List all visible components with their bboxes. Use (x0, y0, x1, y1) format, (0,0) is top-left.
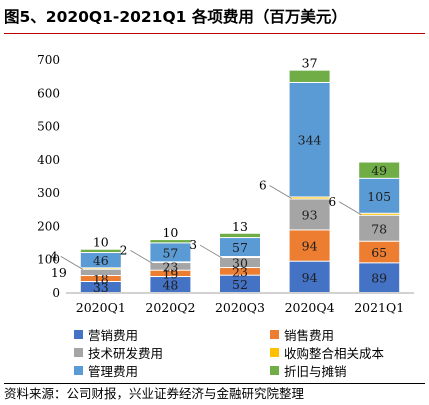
data-label: 6 (259, 178, 267, 192)
legend-label: 技术研发费用 (88, 345, 164, 361)
legend-item: 管理费用 (74, 360, 138, 380)
y-tick-label: 700 (37, 53, 60, 67)
data-label: 2 (120, 243, 128, 257)
data-label: 23 (162, 259, 178, 274)
legend-item: 技术研发费用 (74, 342, 163, 362)
data-label: 23 (232, 264, 248, 279)
legend-label: 折旧与摊销 (284, 363, 347, 379)
legend-swatch (270, 347, 279, 357)
data-label: 94 (302, 239, 318, 254)
data-label-leader (199, 244, 223, 259)
bar-segment (359, 178, 400, 213)
bar-segment (220, 233, 260, 238)
data-label: 49 (371, 163, 387, 178)
data-label: 19 (51, 265, 67, 280)
bar-segment (150, 263, 191, 270)
bar-segment (80, 249, 121, 253)
data-label: 4 (50, 249, 58, 263)
legend-swatch (74, 365, 83, 375)
data-label: 13 (232, 219, 248, 234)
data-label: 10 (93, 235, 109, 250)
data-label: 46 (93, 253, 109, 268)
legend-label: 营销费用 (88, 327, 139, 343)
bar-segment (359, 162, 400, 178)
data-label: 52 (232, 277, 248, 292)
y-tick-label: 0 (52, 286, 60, 300)
bar-segment (359, 215, 400, 241)
data-label: 89 (371, 271, 387, 286)
legend-swatch (270, 365, 279, 375)
data-label: 18 (93, 272, 109, 287)
bar-segment (150, 270, 191, 277)
legend-swatch (270, 329, 279, 339)
bar-segment (150, 277, 191, 292)
bar-segment (289, 70, 330, 82)
bar-segment (289, 230, 330, 261)
y-tick-label: 200 (37, 219, 60, 233)
bar-segment (220, 275, 260, 292)
data-label-leader (130, 250, 153, 264)
data-label: 78 (371, 221, 387, 236)
legend-swatch (74, 329, 83, 339)
data-label: 57 (232, 240, 248, 255)
y-tick-label: 300 (37, 186, 60, 200)
data-label-leader (338, 201, 362, 216)
bar-segment (80, 276, 121, 282)
legend-item: 收购整合相关成本 (270, 342, 384, 362)
bar-segment (220, 258, 260, 268)
x-tick-label: 2020Q2 (145, 300, 195, 315)
legend-label: 管理费用 (88, 363, 139, 379)
data-label: 6 (329, 195, 337, 209)
source-note: 资料来源：公司财报，兴业证券经济与金融研究院整理 (4, 383, 425, 404)
legend-item: 折旧与摊销 (270, 360, 347, 380)
legend-label: 销售费用 (284, 327, 335, 343)
legend-item: 营销费用 (74, 324, 138, 344)
data-label: 65 (371, 245, 387, 260)
bar-segment (359, 263, 400, 292)
bar-segment (289, 199, 330, 230)
x-tick-label: 2021Q1 (354, 300, 404, 315)
y-tick-label: 100 (37, 253, 60, 267)
bar-segment (220, 268, 260, 275)
bar-segment (80, 269, 121, 276)
y-tick-label: 400 (37, 153, 60, 167)
bar-segment (289, 261, 330, 292)
data-label: 57 (162, 245, 178, 260)
data-label: 3 (189, 238, 197, 252)
x-tick-label: 2020Q3 (215, 300, 265, 315)
bar-segment (80, 282, 121, 292)
data-label: 30 (232, 256, 248, 271)
title-divider (4, 33, 425, 34)
figure-title: 图5、2020Q1-2021Q1 各项费用（百万美元） (4, 8, 347, 26)
legend-label: 收购整合相关成本 (284, 345, 385, 361)
data-label-leader (60, 256, 84, 270)
data-label: 93 (302, 207, 318, 222)
bar-segment (359, 241, 400, 263)
x-tick-label: 2020Q1 (76, 300, 126, 315)
bar-segment (80, 253, 121, 268)
bar-segment (289, 197, 330, 199)
data-label: 344 (298, 133, 322, 148)
bar-segment (220, 238, 260, 257)
data-label: 33 (93, 280, 109, 295)
y-tick-label: 500 (37, 120, 60, 134)
data-label: 105 (367, 189, 391, 204)
legend-swatch (74, 347, 83, 357)
x-tick-label: 2020Q4 (285, 300, 335, 315)
data-label: 94 (302, 270, 318, 285)
data-label: 48 (162, 278, 178, 293)
data-label: 10 (162, 225, 178, 240)
data-label: 37 (302, 56, 318, 71)
bar-segment (150, 240, 191, 243)
legend-item: 销售费用 (270, 324, 334, 344)
bar-segment (359, 213, 400, 215)
data-label-leader (269, 185, 292, 199)
data-label: 19 (162, 266, 178, 281)
bar-segment (289, 82, 330, 197)
y-tick-label: 600 (37, 86, 60, 100)
bar-segment (150, 243, 191, 262)
